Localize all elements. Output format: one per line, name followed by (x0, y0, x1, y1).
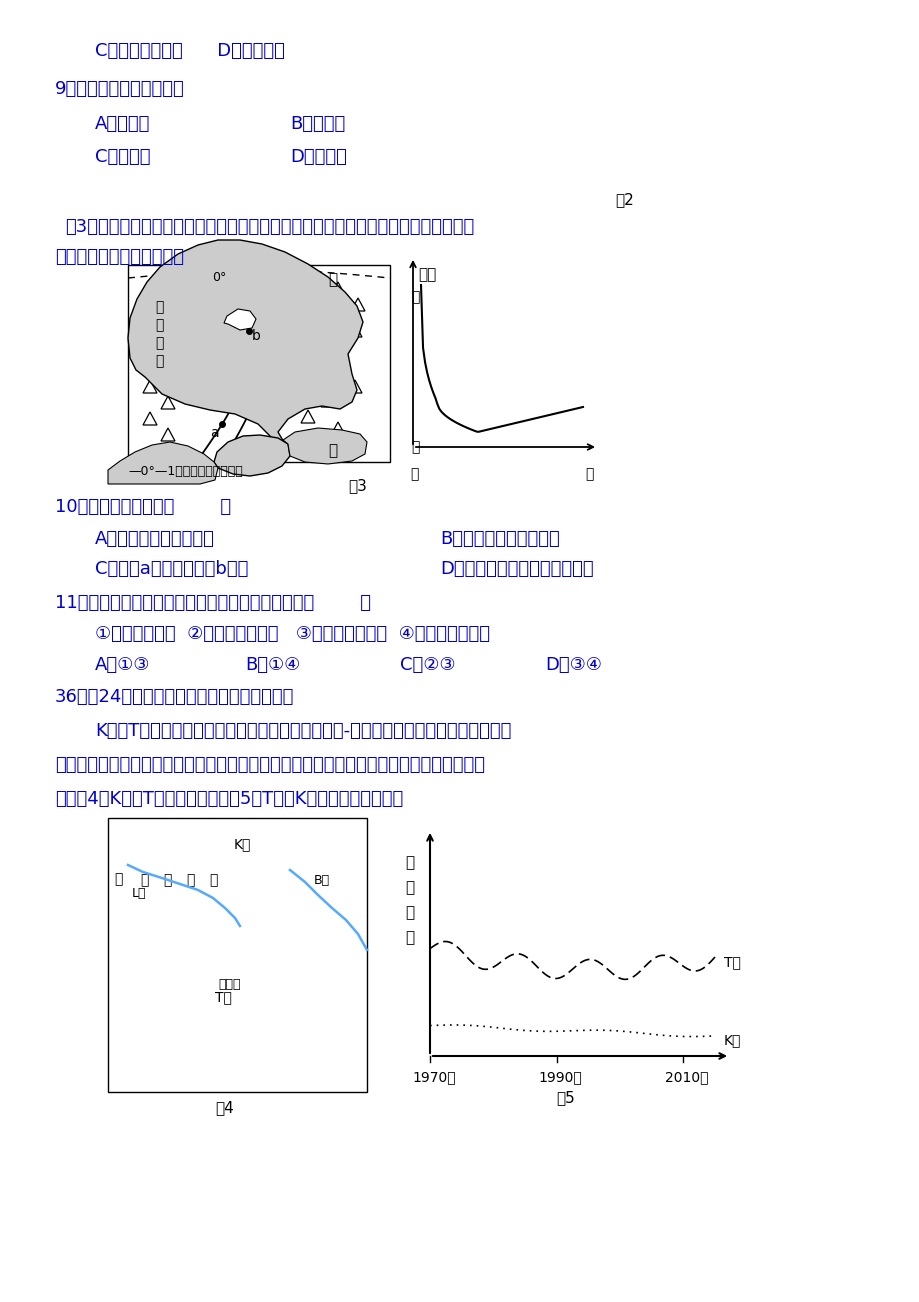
Text: 面: 面 (404, 905, 414, 921)
Text: T湖: T湖 (215, 990, 232, 1004)
Text: D．丘陵山地的等温线向北凸出: D．丘陵山地的等温线向北凸出 (439, 560, 593, 578)
Text: 0°: 0° (211, 271, 226, 284)
Text: b: b (252, 328, 261, 342)
Text: 图3: 图3 (347, 478, 367, 493)
Text: 9．组成冰岛的岩石主要是: 9．组成冰岛的岩石主要是 (55, 79, 185, 98)
Text: 甲: 甲 (410, 467, 418, 480)
Text: 柴: 柴 (114, 872, 122, 885)
Text: 地: 地 (154, 354, 164, 368)
Text: 泊: 泊 (404, 880, 414, 894)
Text: 图2: 图2 (614, 191, 633, 207)
Text: 图5: 图5 (555, 1090, 574, 1105)
Text: 36．（24分）阅读图文材料，完成下列要求。: 36．（24分）阅读图文材料，完成下列要求。 (55, 687, 294, 706)
Text: 积: 积 (404, 930, 414, 945)
Text: T湖: T湖 (723, 954, 740, 969)
Text: 2010年: 2010年 (664, 1070, 708, 1085)
Text: A．①③: A．①③ (95, 656, 150, 674)
Polygon shape (214, 435, 289, 477)
Text: 图4: 图4 (215, 1100, 233, 1115)
Text: 图3为某地区一河流某季节示意图及从甲地到乙地流水沉积物平均粒径的变化曲线图。: 图3为某地区一河流某季节示意图及从甲地到乙地流水沉积物平均粒径的变化曲线图。 (65, 217, 473, 236)
Text: 10．图中信息显示出（        ）: 10．图中信息显示出（ ） (55, 497, 231, 516)
Bar (128, 266, 390, 462)
Text: 读图，完成１０－１１题。: 读图，完成１０－１１题。 (55, 247, 184, 266)
Text: 乙: 乙 (328, 443, 336, 458)
Text: 湖: 湖 (404, 855, 414, 870)
Text: K湖和T湖位于柴达木盆地东北部，两湖一大一小、-和一淡、一湖水质清澈，一湖鱼类: K湖和T湖位于柴达木盆地东北部，两湖一大一小、-和一淡、一湖水质清澈，一湖鱼类 (95, 723, 511, 740)
Polygon shape (108, 441, 218, 484)
Text: D．③④: D．③④ (544, 656, 601, 674)
Text: B．花岗岩: B．花岗岩 (289, 115, 345, 133)
Bar (108, 818, 367, 1092)
Polygon shape (223, 309, 255, 329)
Text: 1970年: 1970年 (412, 1070, 455, 1085)
Text: C．玄武岩: C．玄武岩 (95, 148, 151, 165)
Text: 丰富。两湖虽然相距很近，而且有着相似的生态环境和变迁历史，但目前两湖风貌却迥然不: 丰富。两湖虽然相距很近，而且有着相似的生态环境和变迁历史，但目前两湖风貌却迥然不 (55, 756, 484, 773)
Text: 木: 木 (163, 874, 171, 887)
Text: 达: 达 (140, 874, 148, 887)
Text: a: a (210, 426, 219, 440)
Text: 小: 小 (411, 440, 419, 454)
Text: 地: 地 (209, 874, 217, 887)
Polygon shape (128, 240, 363, 454)
Text: K湖: K湖 (723, 1032, 741, 1047)
Text: —0°—1月份平均气温等值线: —0°—1月份平均气温等值线 (128, 465, 243, 478)
Text: D．大理岩: D．大理岩 (289, 148, 346, 165)
Text: C．河道a处河床坡度比b处陨: C．河道a处河床坡度比b处陨 (95, 560, 248, 578)
Text: L河: L河 (131, 887, 146, 900)
Text: 盆: 盆 (186, 874, 194, 887)
Text: 大: 大 (411, 290, 419, 303)
Text: A．石灰岩: A．石灰岩 (95, 115, 150, 133)
Text: 1990年: 1990年 (539, 1070, 582, 1085)
Text: C．渔业资源丰富      D．温泉众多: C．渔业资源丰富 D．温泉众多 (95, 42, 285, 60)
Text: 山: 山 (154, 336, 164, 350)
Text: K湖: K湖 (233, 837, 251, 852)
Text: 丘: 丘 (154, 299, 164, 314)
Text: 甲: 甲 (328, 272, 336, 286)
Text: 11．近年甲处河流颏粒物粒径减小，可能是该区域（        ）: 11．近年甲处河流颏粒物粒径减小，可能是该区域（ ） (55, 594, 370, 612)
Text: 粒径: 粒径 (417, 267, 436, 283)
Text: B．①④: B．①④ (244, 656, 300, 674)
Text: 乙: 乙 (584, 467, 593, 480)
Text: A．甲地位于乙地的下游: A．甲地位于乙地的下游 (95, 530, 215, 548)
Text: B．整条河流冬季有凌汛: B．整条河流冬季有凌汛 (439, 530, 559, 548)
Text: 同。图4为K湖和T湖位置示意图，图5为T湖和K湖面积变化曲线图。: 同。图4为K湖和T湖位置示意图，图5为T湖和K湖面积变化曲线图。 (55, 790, 403, 809)
Text: 陵: 陵 (154, 318, 164, 332)
Text: 湖心岛: 湖心岛 (218, 978, 240, 991)
Text: B河: B河 (313, 874, 330, 887)
Text: C．②③: C．②③ (400, 656, 455, 674)
Polygon shape (283, 428, 367, 464)
Text: ①耕地面积扩大  ②降水量有所减少   ③植被覆盖率提高  ④大力开发旅游业: ①耕地面积扩大 ②降水量有所减少 ③植被覆盖率提高 ④大力开发旅游业 (95, 625, 490, 643)
